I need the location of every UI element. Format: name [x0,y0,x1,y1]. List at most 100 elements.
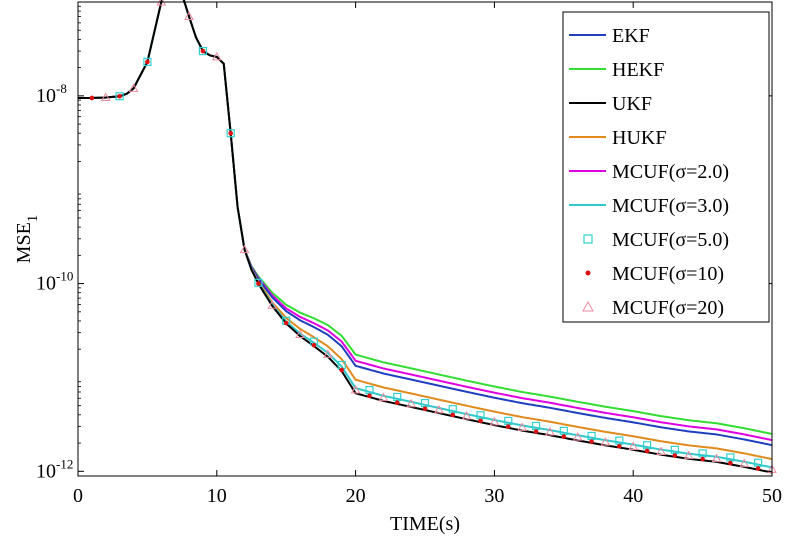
x-tick-label: 30 [484,485,504,507]
marker-point [617,443,622,449]
legend-entry-hukf: HUKF [569,127,666,149]
marker-point [115,92,124,101]
y-tick-label-base: 10 [36,273,56,295]
x-tick-label: 50 [762,485,782,507]
series-markers-mcuf-sigma-5-0 [115,46,763,467]
marker-point [434,404,444,414]
marker-point [89,95,95,101]
marker-point [394,400,400,405]
legend-label: EKF [612,25,650,47]
marker-point [339,367,345,373]
legend-label: MCUF(σ=20) [612,297,724,319]
y-axis-label: MSE1 [13,215,41,264]
series-markers-mcuf-sigma-10 [89,48,761,471]
marker-point [378,392,389,402]
legend-entry-mcuf-sigma-3-0: MCUF(σ=3.0) [569,195,729,217]
legend-entry-mcuf-sigma-5-0: MCUF(σ=5.0) [583,229,729,251]
marker-point [517,422,528,431]
marker-point [561,434,567,439]
marker-point [489,416,500,426]
y-tick-label: 10-8 [36,81,67,107]
legend-swatch [585,270,591,276]
legend-entry-ekf: EKF [569,25,650,47]
marker-point [100,92,111,102]
marker-point [545,426,555,436]
marker-point [672,453,678,458]
x-tick-label: 20 [346,485,366,507]
legend-entry-mcuf-sigma-10: MCUF(σ=10) [585,263,724,285]
marker-point [226,129,235,138]
marker-point [461,410,472,420]
legend-swatch [582,300,594,312]
marker-point [267,300,278,309]
legend-entry-mcuf-sigma-2-0: MCUF(σ=2.0) [569,161,729,183]
marker-point [589,439,594,444]
legend-box [562,11,770,323]
legend-label: UKF [612,93,652,115]
legend-label: MCUF(σ=3.0) [612,195,729,217]
marker-point [198,46,208,56]
x-tick-label: 0 [73,485,83,507]
marker-point [311,343,317,348]
marker-point [239,244,250,254]
marker-point [600,437,611,446]
marker-point [450,412,456,418]
y-tick-label-base: 10 [36,85,56,107]
x-tick-label: 40 [623,485,643,507]
legend-label: MCUF(σ=5.0) [612,229,729,251]
legend-entry-ukf: UKF [569,93,652,115]
y-tick-label: 10-12 [36,456,73,482]
marker-point [117,93,122,99]
marker-point [145,59,150,65]
marker-point [228,130,233,136]
marker-point [478,418,483,424]
marker-point [200,48,206,54]
marker-point [367,393,372,399]
marker-point [628,441,639,451]
x-axis-label: TIME(s) [390,513,460,535]
x-tick-label: 10 [207,485,227,507]
series-markers-mcuf-sigma-20 [100,0,777,473]
marker-point [644,448,650,454]
legend-label: MCUF(σ=2.0) [612,161,729,183]
marker-point [283,320,289,326]
marker-point [211,51,222,61]
marker-point [406,398,416,408]
marker-point [184,11,194,21]
marker-point [755,466,761,471]
y-tick-label-exponent: -8 [56,81,67,96]
legend-entry-hekf: HEKF [569,59,664,81]
marker-point [700,456,705,462]
legend-label: HEKF [612,59,664,81]
marker-point [143,57,152,67]
marker-point [295,329,305,338]
marker-point [350,384,361,394]
legend-entry-mcuf-sigma-20: MCUF(σ=20) [582,297,724,319]
legend: EKF HEKF UKF HUKF MCUF(σ=2.0) MCUF(σ=3.0) MCUF… [562,11,770,323]
marker-point [728,460,733,466]
marker-point [656,446,666,455]
marker-point [572,432,583,441]
marker-point [254,278,263,287]
marker-point [739,458,750,468]
marker-point [322,349,333,358]
marker-point [128,83,139,92]
marker-point [711,453,722,463]
marker-point [533,429,539,434]
y-tick-label-base: 10 [36,460,56,482]
marker-point [422,406,428,412]
legend-label: HUKF [612,127,666,149]
marker-point [256,281,261,286]
y-axis-label-subscript: 1 [25,215,41,223]
y-tick-label-exponent: -10 [56,269,73,284]
y-tick-label-exponent: -12 [56,456,73,471]
marker-point [505,424,511,429]
marker-point [683,450,694,460]
legend-swatch [583,234,593,244]
y-axis-label-main: MSE [13,222,35,263]
series-layer [78,0,777,474]
legend-label: MCUF(σ=10) [612,263,724,285]
y-tick-label: 10-10 [36,269,73,295]
